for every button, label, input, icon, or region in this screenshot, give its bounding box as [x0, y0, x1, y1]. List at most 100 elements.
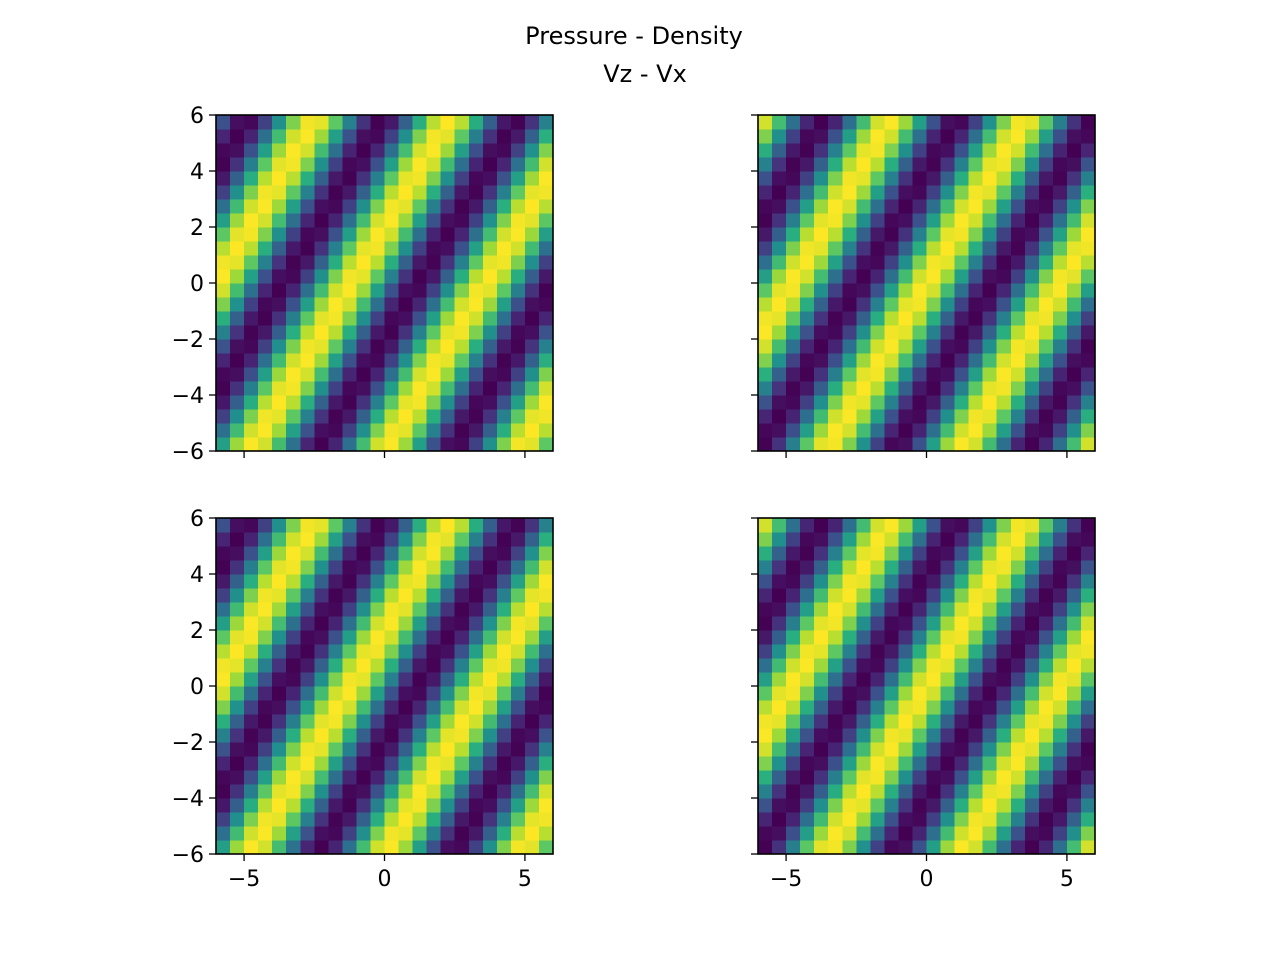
heatmap-cell [370, 812, 386, 827]
heatmap-cell [1038, 602, 1054, 617]
heatmap-cell [496, 588, 512, 603]
heatmap-cell [1010, 185, 1026, 200]
heatmap-cell [384, 255, 400, 270]
heatmap-cell [356, 311, 372, 326]
heatmap-cell [426, 297, 442, 312]
heatmap-cell [342, 353, 358, 368]
heatmap-cell [772, 325, 787, 340]
heatmap-cell [1010, 409, 1026, 424]
heatmap-cell [300, 395, 315, 410]
heatmap-cell [216, 672, 231, 687]
x-tick-label: 5 [518, 867, 532, 892]
heatmap-cell [244, 143, 259, 158]
heatmap-cell [1010, 311, 1026, 326]
heatmap-cell [300, 672, 315, 687]
heatmap-cell [884, 339, 900, 354]
heatmap-cell [898, 700, 914, 715]
heatmap-cell [758, 241, 773, 256]
heatmap-cell [272, 560, 287, 575]
heatmap-cell [412, 185, 428, 200]
heatmap-cell [496, 770, 512, 785]
heatmap-cell [356, 339, 372, 354]
heatmap-cell [954, 409, 970, 424]
heatmap-cell [272, 325, 287, 340]
heatmap-cell [758, 395, 773, 410]
heatmap-cell [968, 630, 984, 645]
heatmap-cell [356, 630, 372, 645]
heatmap-cell [940, 812, 956, 827]
heatmap-cell [1024, 367, 1040, 382]
heatmap-cell [538, 728, 554, 743]
heatmap-cell [286, 227, 301, 242]
heatmap-cell [286, 812, 301, 827]
heatmap-cell [384, 381, 400, 396]
heatmap-cell [814, 672, 829, 687]
heatmap-cell [314, 840, 329, 855]
heatmap-cell [342, 437, 358, 452]
heatmap-cell [1052, 241, 1068, 256]
heatmap-cell [758, 367, 773, 382]
heatmap-cell [870, 742, 885, 757]
heatmap-cell [314, 395, 329, 410]
heatmap-cell [940, 588, 956, 603]
heatmap-cell [258, 714, 273, 729]
heatmap-cell [426, 770, 442, 785]
heatmap-cell [524, 423, 540, 438]
heatmap-cell [842, 311, 857, 326]
heatmap-cell [800, 588, 815, 603]
heatmap-cell [926, 644, 942, 659]
heatmap-cell [538, 283, 554, 298]
heatmap-cell [758, 546, 773, 561]
heatmap-cell [314, 784, 329, 799]
heatmap-cell [828, 423, 843, 438]
heatmap-cell [328, 700, 343, 715]
heatmap-cell [968, 700, 984, 715]
heatmap-cell [538, 199, 554, 214]
heatmap-cell [244, 700, 259, 715]
heatmap-cell [524, 115, 540, 130]
heatmap-cell [496, 728, 512, 743]
heatmap-cell [272, 546, 287, 561]
heatmap-cell [286, 423, 301, 438]
heatmap-cell [814, 395, 829, 410]
heatmap-cell [814, 283, 829, 298]
heatmap-cell [370, 185, 386, 200]
heatmap-cell [440, 269, 456, 284]
heatmap-cell [856, 437, 871, 452]
heatmap-cell [342, 826, 358, 841]
heatmap-cell [926, 423, 942, 438]
heatmap-cell [954, 115, 970, 130]
heatmap-cell [898, 616, 914, 631]
heatmap-cell [786, 700, 801, 715]
heatmap-cell [384, 644, 400, 659]
heatmap-cell [856, 826, 871, 841]
heatmap-cell [230, 199, 245, 214]
heatmap-cell [772, 658, 787, 673]
heatmap-cell [786, 602, 801, 617]
heatmap-cell [1038, 546, 1054, 561]
heatmap-cell [800, 269, 815, 284]
heatmap-cell [216, 171, 231, 186]
heatmap-cell [412, 395, 428, 410]
heatmap-cell [884, 574, 900, 589]
heatmap-cell [258, 199, 273, 214]
heatmap-cell [828, 798, 843, 813]
heatmap-cell [538, 143, 554, 158]
heatmap-cell [968, 157, 984, 172]
heatmap-cell [926, 588, 942, 603]
heatmap-cell [398, 742, 414, 757]
heatmap-cell [412, 199, 428, 214]
heatmap-cell [814, 630, 829, 645]
heatmap-cell [538, 129, 554, 144]
heatmap-cell [996, 840, 1012, 855]
heatmap-cell [1038, 840, 1054, 855]
heatmap-cell [328, 297, 343, 312]
heatmap-cell [286, 199, 301, 214]
heatmap-cell [996, 714, 1012, 729]
heatmap-cell [286, 630, 301, 645]
heatmap-cell [912, 812, 928, 827]
heatmap-cell [996, 213, 1012, 228]
heatmap-cell [342, 714, 358, 729]
heatmap-cell [300, 437, 315, 452]
heatmap-cell [786, 644, 801, 659]
